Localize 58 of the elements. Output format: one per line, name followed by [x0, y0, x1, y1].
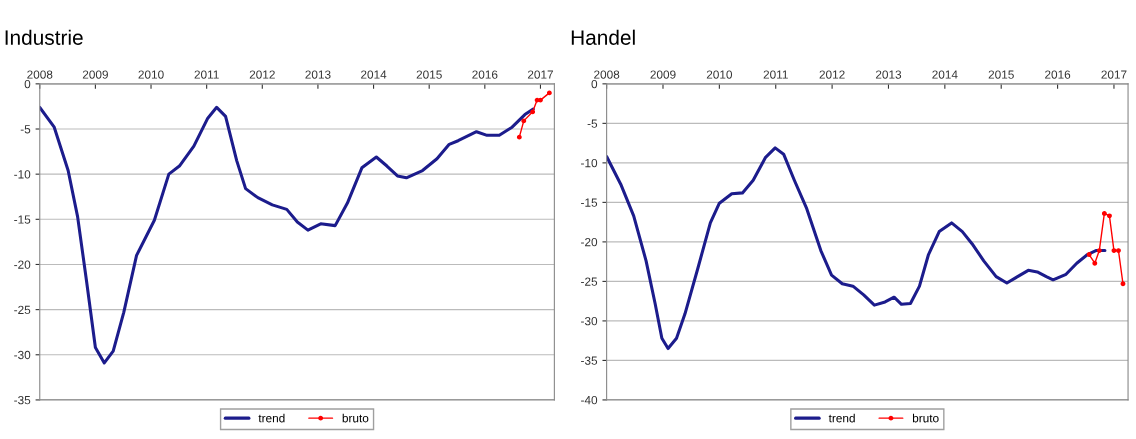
y-tick-label: 0 — [591, 79, 598, 89]
x-tick-label: 2013 — [305, 70, 331, 79]
x-tick-label: 2013 — [875, 70, 902, 79]
x-tick-label: 2016 — [1045, 70, 1071, 79]
x-tick-label: 2009 — [82, 70, 108, 79]
x-tick-label: 2008 — [594, 70, 620, 79]
y-tick-label: -15 — [14, 215, 31, 224]
chart-title: Industrie — [5, 29, 83, 45]
point — [530, 109, 536, 115]
point — [516, 134, 522, 140]
y-tick-label: -30 — [14, 350, 31, 360]
x-tick-label: 2011 — [194, 70, 219, 79]
point — [1107, 213, 1112, 219]
x-tick-label: 2015 — [416, 70, 442, 79]
legend-label: trend — [258, 413, 285, 423]
x-tick-label: 2009 — [650, 70, 676, 79]
chart-title: Handel — [571, 29, 635, 45]
y-tick-label: -20 — [581, 237, 598, 247]
x-tick-label: 2017 — [1101, 70, 1127, 79]
x-tick-label: 2008 — [27, 70, 53, 79]
point — [1116, 248, 1121, 254]
point — [1096, 248, 1102, 254]
y-tick-label: -20 — [14, 260, 31, 269]
x-tick-label: 2010 — [706, 70, 733, 79]
x-tick-label: 2010 — [138, 70, 164, 79]
x-tick-label: 2012 — [249, 70, 275, 79]
point — [1120, 281, 1126, 287]
point — [521, 118, 527, 124]
point — [1086, 252, 1092, 257]
point — [1101, 211, 1107, 216]
x-tick-label: 2017 — [527, 70, 553, 79]
y-tick-label: -10 — [14, 170, 31, 179]
point — [538, 97, 543, 103]
y-tick-label: -10 — [581, 158, 598, 168]
y-tick-label: -5 — [20, 125, 31, 134]
legend-label: bruto — [342, 413, 369, 423]
y-tick-label: -30 — [581, 316, 598, 326]
x-tick-label: 2015 — [988, 70, 1014, 79]
x-tick-label: 2011 — [763, 70, 788, 79]
y-tick-label: -25 — [14, 305, 31, 315]
y-tick-label: -15 — [581, 198, 598, 207]
point — [546, 90, 552, 96]
x-tick-label: 2014 — [932, 70, 958, 79]
legend-label: trend — [828, 413, 855, 423]
point — [1092, 260, 1098, 266]
y-tick-label: -25 — [581, 277, 598, 286]
x-tick-label: 2014 — [361, 70, 387, 79]
line-series — [606, 146, 1107, 351]
x-tick-label: 2012 — [819, 70, 845, 79]
y-tick-label: -5 — [587, 119, 598, 128]
legend-label: bruto — [912, 413, 939, 423]
x-tick-label: 2016 — [472, 70, 498, 79]
line-series — [39, 105, 535, 365]
y-tick-label: -35 — [14, 395, 31, 405]
point — [1111, 248, 1117, 254]
y-tick-label: -35 — [581, 356, 598, 365]
y-tick-label: 0 — [24, 79, 31, 89]
y-tick-label: -40 — [581, 395, 598, 405]
